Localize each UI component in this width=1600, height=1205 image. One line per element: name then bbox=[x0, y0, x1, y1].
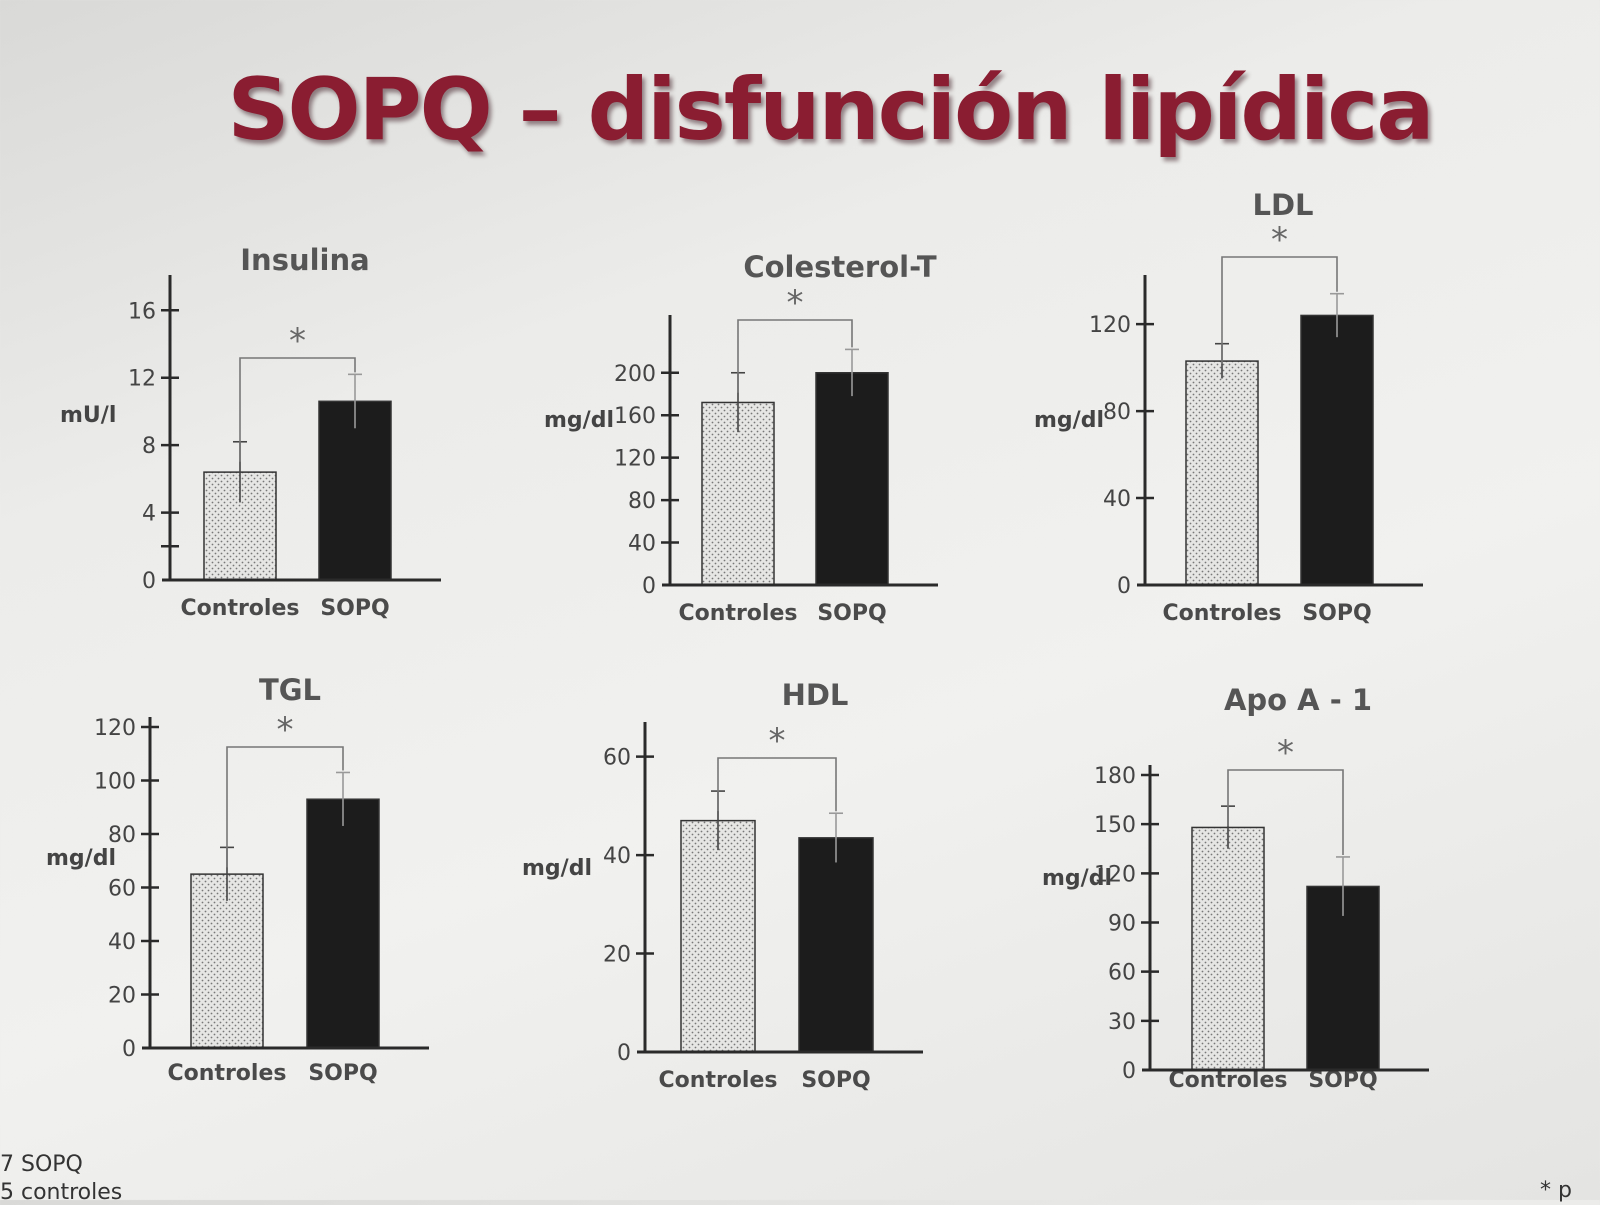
y-axis-label: mg/dl bbox=[522, 856, 592, 881]
category-label: Controles bbox=[679, 601, 798, 626]
category-label: SOPQ bbox=[320, 596, 389, 621]
chart-title: Colesterol-T bbox=[743, 250, 937, 284]
significance-bracket bbox=[737, 319, 853, 393]
category-label: Controles bbox=[1169, 1068, 1288, 1093]
significance-bracket bbox=[226, 746, 344, 868]
y-axis-label: mg/dl bbox=[46, 846, 116, 871]
footnote-controls-count: 5 controles bbox=[0, 1180, 123, 1205]
bar-sopq bbox=[306, 798, 380, 1049]
y-tick-label: 0 bbox=[122, 1037, 136, 1062]
category-label: Controles bbox=[1163, 601, 1282, 626]
y-tick-label: 60 bbox=[1108, 961, 1136, 986]
significance-bracket bbox=[717, 757, 837, 812]
y-tick-label: 80 bbox=[108, 823, 136, 848]
y-axis-label: mU/l bbox=[60, 403, 116, 428]
y-tick-label: 160 bbox=[614, 404, 656, 429]
y-tick-label: 0 bbox=[642, 574, 656, 599]
y-tick-label: 90 bbox=[1108, 912, 1136, 937]
bar-sopq bbox=[798, 837, 874, 1053]
y-tick-label: 0 bbox=[1117, 574, 1131, 599]
y-axis-label: mg/dl bbox=[1042, 866, 1112, 891]
significance-marker: * bbox=[787, 283, 804, 323]
bar-controles bbox=[680, 819, 756, 1053]
y-tick-label: 120 bbox=[94, 716, 136, 741]
footnote-significance: * p bbox=[1540, 1178, 1572, 1203]
y-tick-label: 30 bbox=[1108, 1010, 1136, 1035]
y-tick-label: 4 bbox=[142, 502, 156, 527]
category-label: Controles bbox=[659, 1068, 778, 1093]
category-label: SOPQ bbox=[1308, 1068, 1377, 1093]
bar-controles bbox=[190, 873, 264, 1049]
y-tick-label: 80 bbox=[1103, 400, 1131, 425]
y-tick-label: 0 bbox=[1122, 1059, 1136, 1084]
chart-ldl: LDL mg/dl Controles SOPQ * 0 40 80 120 bbox=[1034, 188, 1423, 626]
bar-controles bbox=[1191, 826, 1265, 1071]
y-tick-label: 40 bbox=[108, 930, 136, 955]
significance-marker: * bbox=[277, 710, 294, 750]
chart-title: TGL bbox=[259, 673, 321, 707]
y-tick-label: 0 bbox=[142, 569, 156, 594]
y-tick-label: 8 bbox=[142, 434, 156, 459]
category-label: Controles bbox=[181, 596, 300, 621]
y-tick-label: 120 bbox=[1089, 313, 1131, 338]
y-tick-label: 100 bbox=[94, 770, 136, 795]
chart-tgl: TGL mg/dl Controles SOPQ * 0 20 40 60 80 100 120 bbox=[46, 673, 429, 1086]
y-tick-label: 200 bbox=[614, 362, 656, 387]
y-tick-label: 80 bbox=[628, 489, 656, 514]
significance-bracket bbox=[239, 357, 356, 462]
chart-hdl: HDL mg/dl Controles SOPQ * 0 20 40 60 bbox=[522, 678, 923, 1093]
significance-bracket bbox=[1227, 769, 1344, 855]
category-label: SOPQ bbox=[817, 601, 886, 626]
y-tick-label: 60 bbox=[603, 746, 631, 771]
y-tick-label: 20 bbox=[108, 984, 136, 1009]
chart-title: Insulina bbox=[240, 243, 369, 277]
y-tick-label: 120 bbox=[1094, 862, 1136, 887]
significance-marker: * bbox=[289, 321, 306, 361]
y-axis-label: mg/dl bbox=[1034, 408, 1104, 433]
significance-marker: * bbox=[1271, 220, 1288, 260]
significance-bracket bbox=[1221, 256, 1338, 364]
chart-colesterol-t: Colesterol-T mg/dl Controles SOPQ * 0 40 80 120 1… bbox=[544, 250, 938, 626]
y-tick-label: 40 bbox=[628, 532, 656, 557]
y-tick-label: 16 bbox=[128, 299, 156, 324]
y-tick-label: 60 bbox=[108, 877, 136, 902]
significance-marker: * bbox=[769, 721, 786, 761]
y-tick-label: 150 bbox=[1094, 813, 1136, 838]
chart-apo-a1: Apo A - 1 mg/dl Controles SOPQ * 0 30 60 90 120 15… bbox=[1042, 683, 1429, 1093]
bar-sopq bbox=[1300, 314, 1374, 586]
footnote-sopq-count: 7 SOPQ bbox=[0, 1152, 83, 1177]
chart-title: LDL bbox=[1252, 188, 1313, 222]
category-label: SOPQ bbox=[308, 1061, 377, 1086]
category-label: SOPQ bbox=[1302, 601, 1371, 626]
y-axis-label: mg/dl bbox=[544, 408, 614, 433]
slide-title: SOPQ – disfunción lipídica bbox=[227, 60, 1435, 160]
significance-marker: * bbox=[1277, 733, 1294, 773]
bar-sopq bbox=[1306, 885, 1380, 1071]
chart-title: HDL bbox=[782, 678, 849, 712]
y-tick-label: 40 bbox=[603, 844, 631, 869]
bar-sopq bbox=[815, 372, 889, 586]
y-tick-label: 0 bbox=[617, 1041, 631, 1066]
bar-controles bbox=[1185, 360, 1259, 586]
category-label: SOPQ bbox=[801, 1068, 870, 1093]
y-tick-label: 40 bbox=[1103, 487, 1131, 512]
y-tick-label: 180 bbox=[1094, 764, 1136, 789]
y-tick-label: 20 bbox=[603, 943, 631, 968]
y-tick-label: 120 bbox=[614, 447, 656, 472]
category-label: Controles bbox=[168, 1061, 287, 1086]
chart-title: Apo A - 1 bbox=[1224, 683, 1372, 717]
y-tick-label: 12 bbox=[128, 367, 156, 392]
chart-insulina: Insulina mU/l Controles SOPQ * 0 4 8 12 16 bbox=[60, 243, 441, 621]
